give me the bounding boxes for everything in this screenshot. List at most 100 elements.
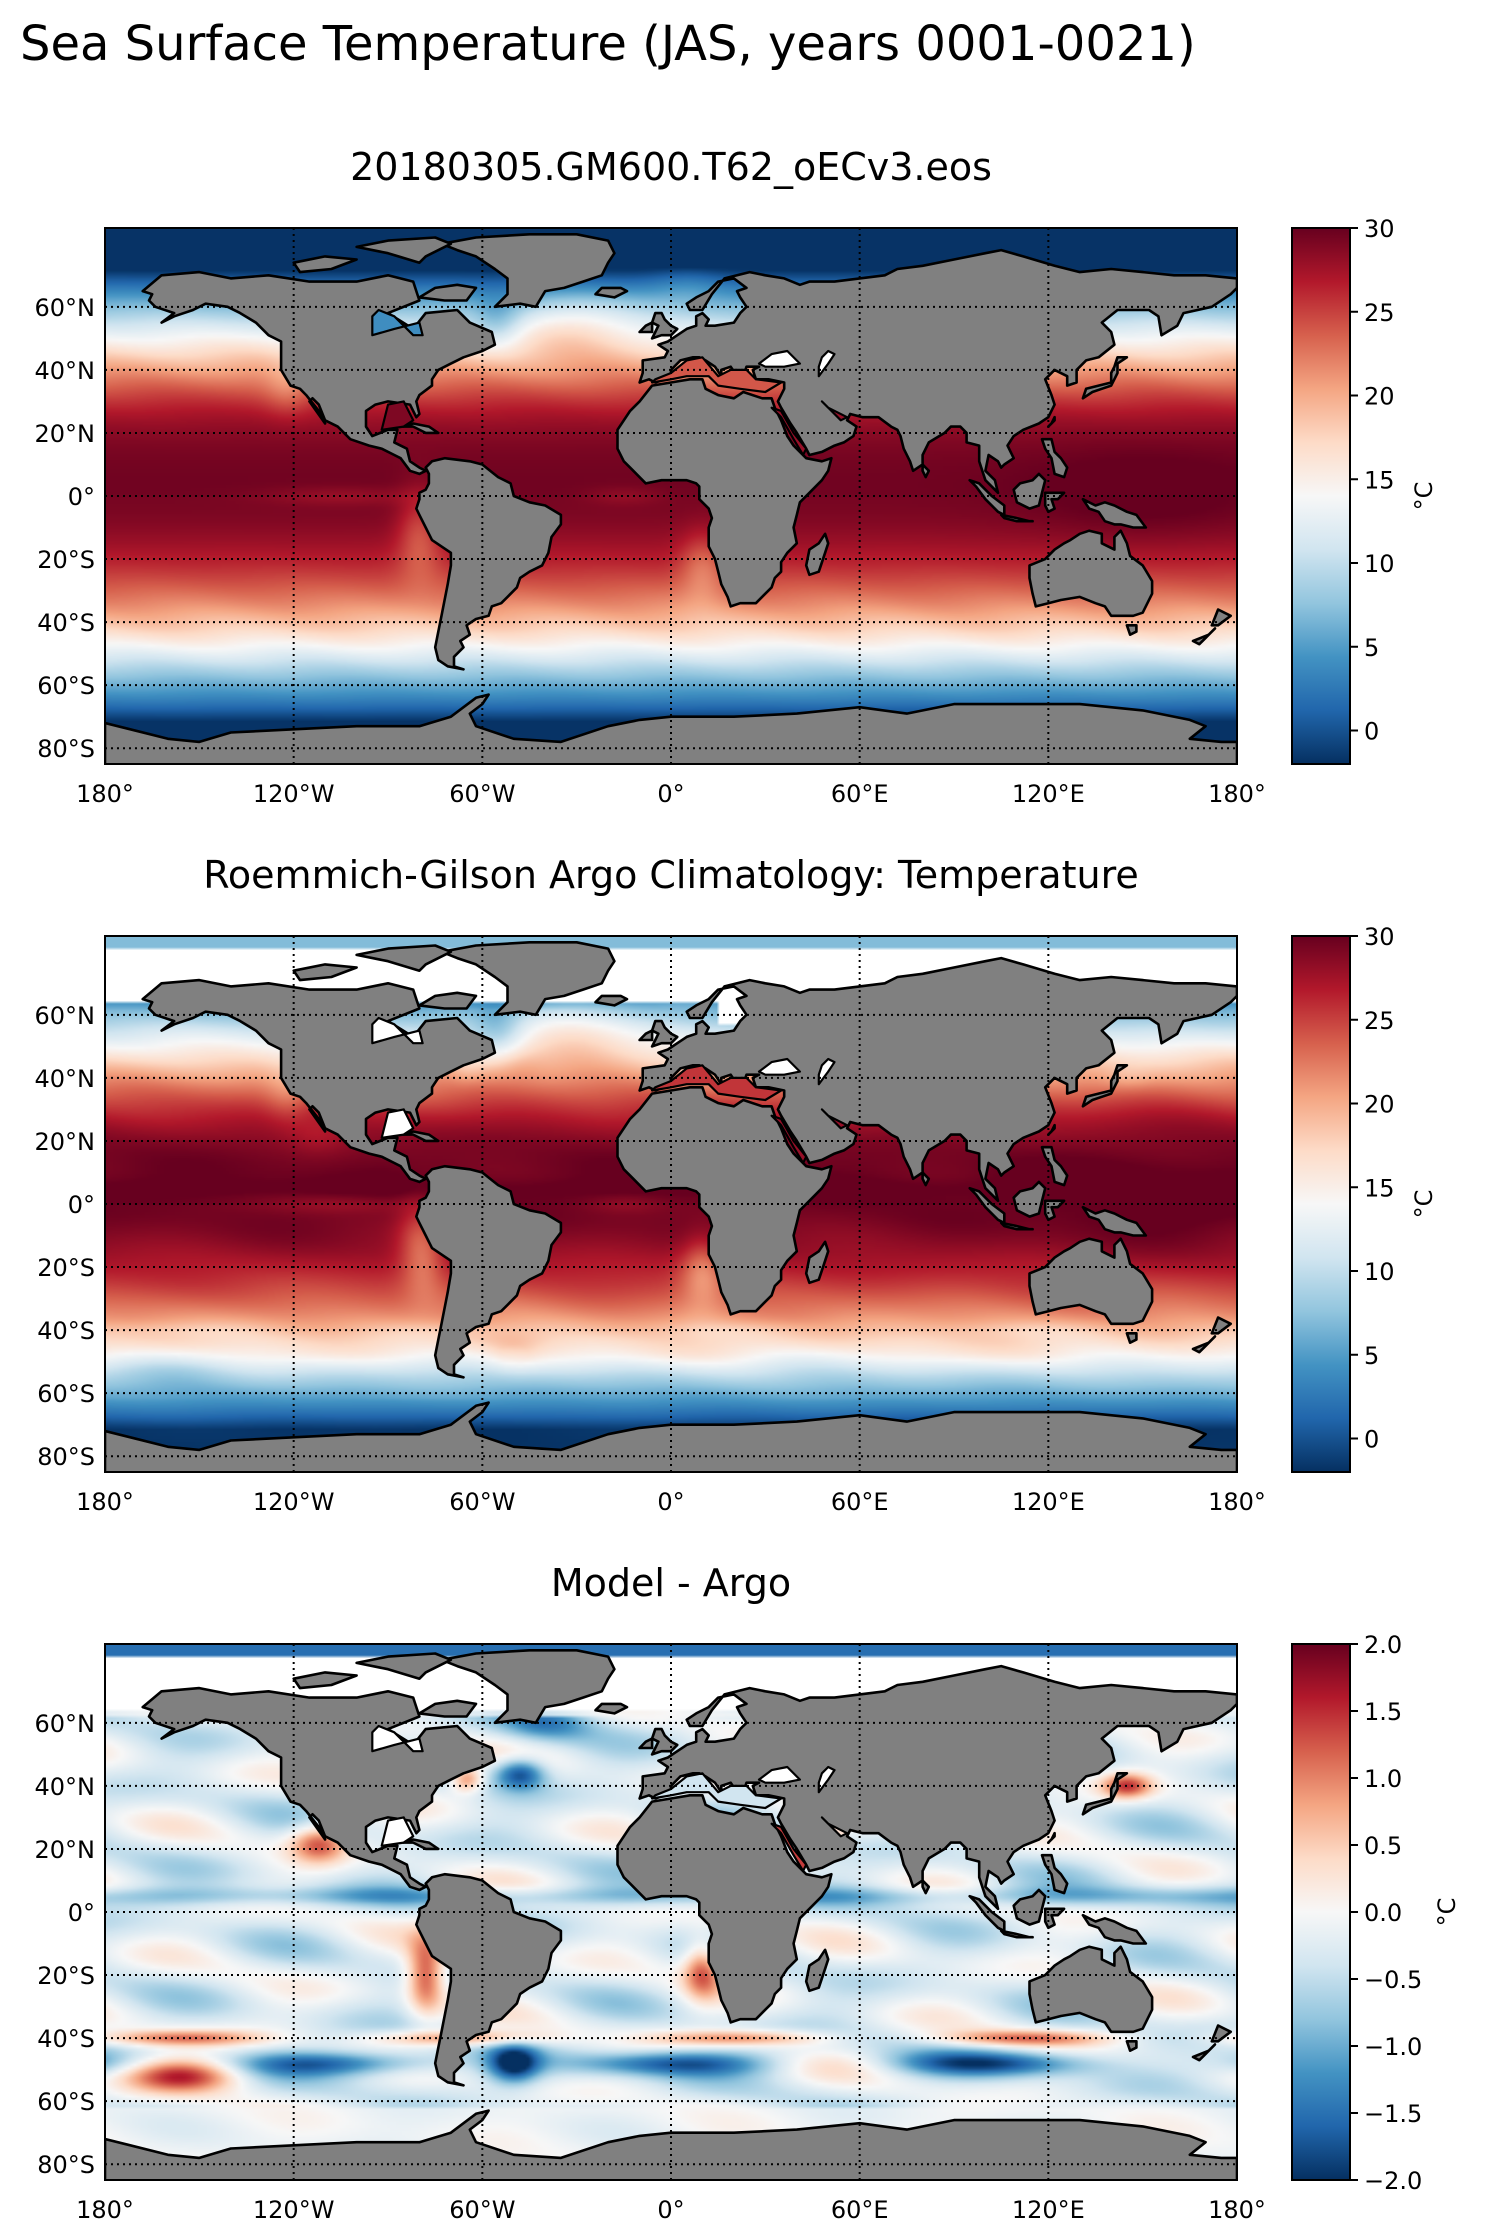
y-tick-label: 40°S — [37, 2025, 95, 2053]
land-mass — [355, 1652, 453, 1680]
colorbar-tick-label: 1.5 — [1364, 1698, 1402, 1726]
panel-1: 20180305.GM600.T62_oECv3.eos 180° 120°W 60°… — [35, 145, 1439, 808]
inland-water — [817, 1765, 836, 1794]
inland-water — [380, 400, 415, 431]
y-tick-label: 0° — [68, 1191, 95, 1219]
land-mass — [355, 944, 453, 973]
land-mass — [650, 1727, 679, 1756]
panels: 20180305.GM600.T62_oECv3.eos 180° 120°W 60°… — [35, 145, 1462, 2224]
x-tick-label: 180° — [76, 2196, 134, 2224]
colorbar-tick-label: 5 — [1364, 1342, 1379, 1370]
inland-water — [650, 1064, 783, 1102]
y-tick-label: 0° — [68, 1899, 95, 1927]
y-tick-label: 40°S — [37, 1317, 95, 1345]
land-mass — [638, 321, 654, 334]
land-mass — [804, 1240, 830, 1285]
inland-water — [650, 1772, 783, 1810]
land-mass — [999, 1929, 1034, 1939]
x-tick-label: 120°W — [253, 2196, 335, 2224]
colorbar-tick-label: 30 — [1364, 923, 1395, 951]
land-mass — [638, 248, 1237, 495]
land-mass — [921, 463, 931, 479]
land-mass — [594, 1702, 629, 1715]
land-mass — [1081, 1064, 1129, 1108]
inland-water — [757, 1765, 802, 1784]
panel-title: Model - Argo — [551, 1561, 791, 1605]
land-mass — [1012, 472, 1047, 510]
land-mass — [418, 1699, 478, 1718]
land-mass — [105, 693, 1237, 764]
x-tick-label: 120°E — [1012, 780, 1085, 808]
land-mass — [1040, 437, 1069, 479]
land-mass — [1081, 1772, 1129, 1816]
y-tick-label: 60°N — [35, 294, 96, 322]
land-mass — [1125, 623, 1138, 637]
colorbar-label: °C — [1410, 1190, 1438, 1219]
inland-water — [817, 349, 836, 378]
land-mass — [440, 940, 616, 1017]
land-mass — [650, 311, 679, 340]
colorbar-tick-label: 0 — [1364, 718, 1379, 746]
y-tick-label: 60°S — [37, 672, 95, 700]
x-tick-label: 180° — [76, 780, 134, 808]
land-mass — [1125, 1332, 1138, 1344]
land-mass — [616, 377, 833, 608]
land-mass — [141, 270, 497, 476]
land-mass — [414, 1164, 563, 1379]
inland-water — [770, 1822, 808, 1873]
colorbar-tick-label: 25 — [1364, 1007, 1395, 1035]
colorbar-tick-label: 25 — [1364, 299, 1395, 327]
land-mass — [141, 978, 497, 1184]
panel-title: Roemmich-Gilson Argo Climatology: Temper… — [203, 853, 1139, 897]
inland-water — [757, 349, 802, 368]
x-tick-label: 120°E — [1012, 2196, 1085, 2224]
land-mass — [141, 1686, 497, 1892]
land-mass — [650, 1019, 679, 1048]
land-mass — [921, 1171, 931, 1187]
y-tick-label: 40°N — [35, 1065, 96, 1093]
y-tick-label: 80°S — [37, 735, 95, 763]
y-tick-label: 40°S — [37, 609, 95, 637]
panel-3: Model - Argo 180° 120°W 60°W 0° 60°E 120°E 180°… — [35, 1561, 1462, 2224]
inland-water — [820, 400, 849, 422]
x-tick-label: 0° — [657, 2196, 684, 2224]
y-tick-label: 60°S — [37, 2088, 95, 2116]
plot-frame — [104, 935, 1238, 1473]
x-tick-label: 60°E — [831, 2196, 889, 2224]
x-tick-label: 60°E — [831, 1488, 889, 1516]
inland-water — [770, 1114, 808, 1165]
colorbar-tick-label: 10 — [1364, 550, 1395, 578]
colorbar-tick-label: −1.0 — [1364, 2033, 1422, 2061]
land-mass — [1012, 1888, 1047, 1926]
colorbar-tick-label: 20 — [1364, 383, 1395, 411]
y-tick-label: 80°S — [37, 2151, 95, 2179]
inland-water — [820, 1816, 849, 1838]
land-mass — [1191, 2043, 1217, 2062]
y-tick-label: 20°S — [37, 1254, 95, 1282]
land-mass — [1081, 355, 1129, 400]
x-tick-label: 180° — [1208, 780, 1266, 808]
land-mass — [1191, 627, 1217, 646]
map-plot — [105, 936, 1237, 1472]
panel-title: 20180305.GM600.T62_oECv3.eos — [350, 145, 992, 189]
land-mass — [402, 1838, 440, 1851]
land-mass — [1012, 1180, 1047, 1218]
land-mass — [1040, 1145, 1069, 1187]
land-mass — [999, 1221, 1034, 1231]
colorbar-tick-label: 0 — [1364, 1426, 1379, 1454]
inland-water — [817, 1057, 836, 1086]
land-mass — [921, 1879, 931, 1895]
y-tick-label: 20°S — [37, 1962, 95, 1990]
colorbar-tick-label: 2.0 — [1364, 1631, 1402, 1659]
land-mass — [804, 532, 830, 577]
land-mass — [1047, 415, 1056, 428]
suptitle: Sea Surface Temperature (JAS, years 0001… — [20, 16, 1196, 72]
y-tick-label: 40°N — [35, 1773, 96, 1801]
land-mass — [355, 236, 453, 265]
x-tick-label: 0° — [657, 780, 684, 808]
y-tick-label: 20°N — [35, 1836, 96, 1864]
land-mass — [616, 1794, 833, 2024]
y-tick-label: 0° — [68, 483, 95, 511]
land-mass — [402, 1130, 440, 1143]
